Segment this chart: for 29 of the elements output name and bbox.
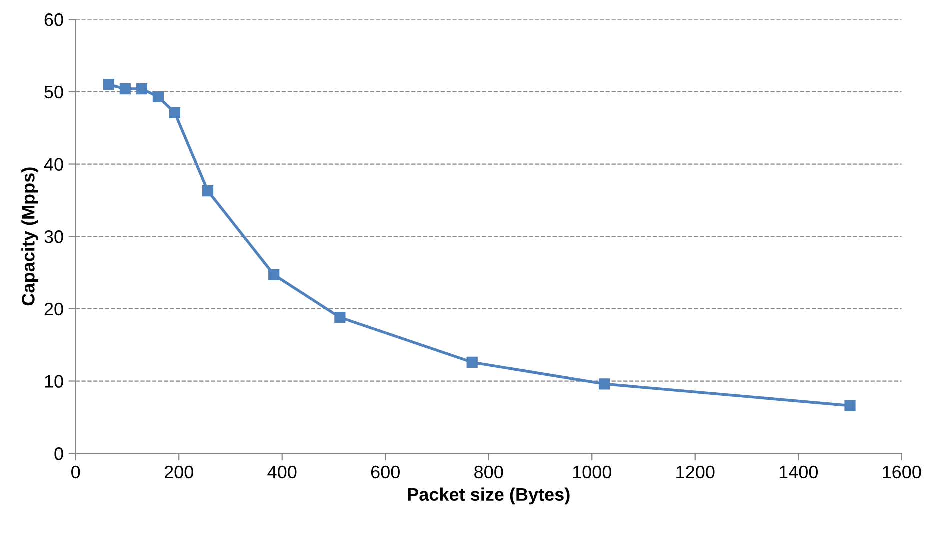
point [169, 107, 181, 118]
y-tick-label: 20 [44, 302, 64, 316]
point [334, 312, 346, 324]
x-tick-label: 1000 [573, 466, 612, 479]
x-tick-label: 1200 [676, 466, 715, 479]
y-tick-label: 50 [44, 86, 64, 99]
point [202, 185, 214, 197]
point [598, 378, 610, 390]
y-tick-label: 40 [44, 158, 64, 171]
point [466, 356, 478, 368]
point [152, 91, 164, 103]
point [268, 269, 280, 280]
point [844, 400, 856, 412]
y-tick-label: 0 [54, 448, 64, 460]
x-tick-label: 1400 [780, 466, 818, 479]
y-axis-title: Capacity (Mpps) [22, 168, 38, 306]
x-tick-label: 400 [268, 466, 297, 479]
x-tick-label: 800 [474, 466, 504, 479]
y-tick-label: 60 [44, 14, 64, 26]
x-tick-label: 200 [164, 466, 194, 479]
point [120, 83, 131, 95]
x-tick-label: 0 [72, 466, 80, 479]
x-tick-label: 1600 [883, 466, 922, 479]
point [136, 83, 148, 95]
y-tick-label: 10 [45, 375, 64, 388]
x-tick-label: 600 [371, 466, 400, 479]
x-axis-title: Packet size (Bytes) [408, 488, 570, 505]
y-tick-label: 30 [44, 230, 64, 244]
point [103, 79, 114, 90]
